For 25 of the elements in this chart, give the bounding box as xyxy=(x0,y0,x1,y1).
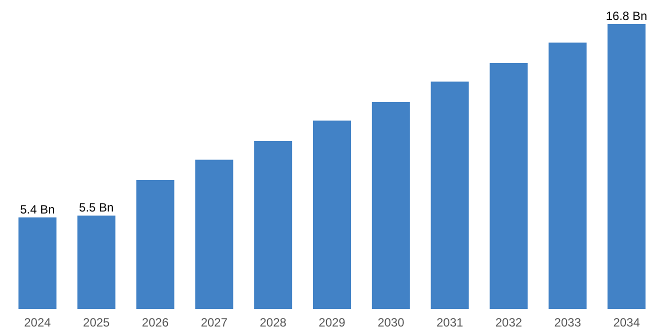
bar xyxy=(548,42,587,309)
bar xyxy=(490,62,528,309)
x-tick-label: 2031 xyxy=(436,316,464,330)
bar xyxy=(608,24,646,309)
data-label: 5.5 Bn xyxy=(79,200,114,215)
data-label: 5.4 Bn xyxy=(20,202,55,216)
bar xyxy=(195,160,234,309)
bar xyxy=(372,102,410,309)
x-tick-label: 2029 xyxy=(318,316,346,330)
bar xyxy=(18,217,56,309)
x-tick-label: 2026 xyxy=(142,316,169,330)
x-tick-label: 2024 xyxy=(24,316,52,330)
bar xyxy=(77,216,116,309)
x-tick-label: 2028 xyxy=(260,316,287,330)
bar xyxy=(254,141,292,309)
x-tick-label: 2034 xyxy=(613,316,640,330)
x-tick-label: 2025 xyxy=(83,316,110,330)
data-label: 16.8 Bn xyxy=(606,8,648,23)
bar xyxy=(136,180,174,309)
bar xyxy=(313,120,351,309)
x-tick-label: 2033 xyxy=(554,316,582,330)
x-tick-label: 2032 xyxy=(495,316,522,330)
x-tick-label: 2030 xyxy=(378,316,405,330)
x-tick-label: 2027 xyxy=(200,316,228,330)
bar xyxy=(430,82,469,309)
